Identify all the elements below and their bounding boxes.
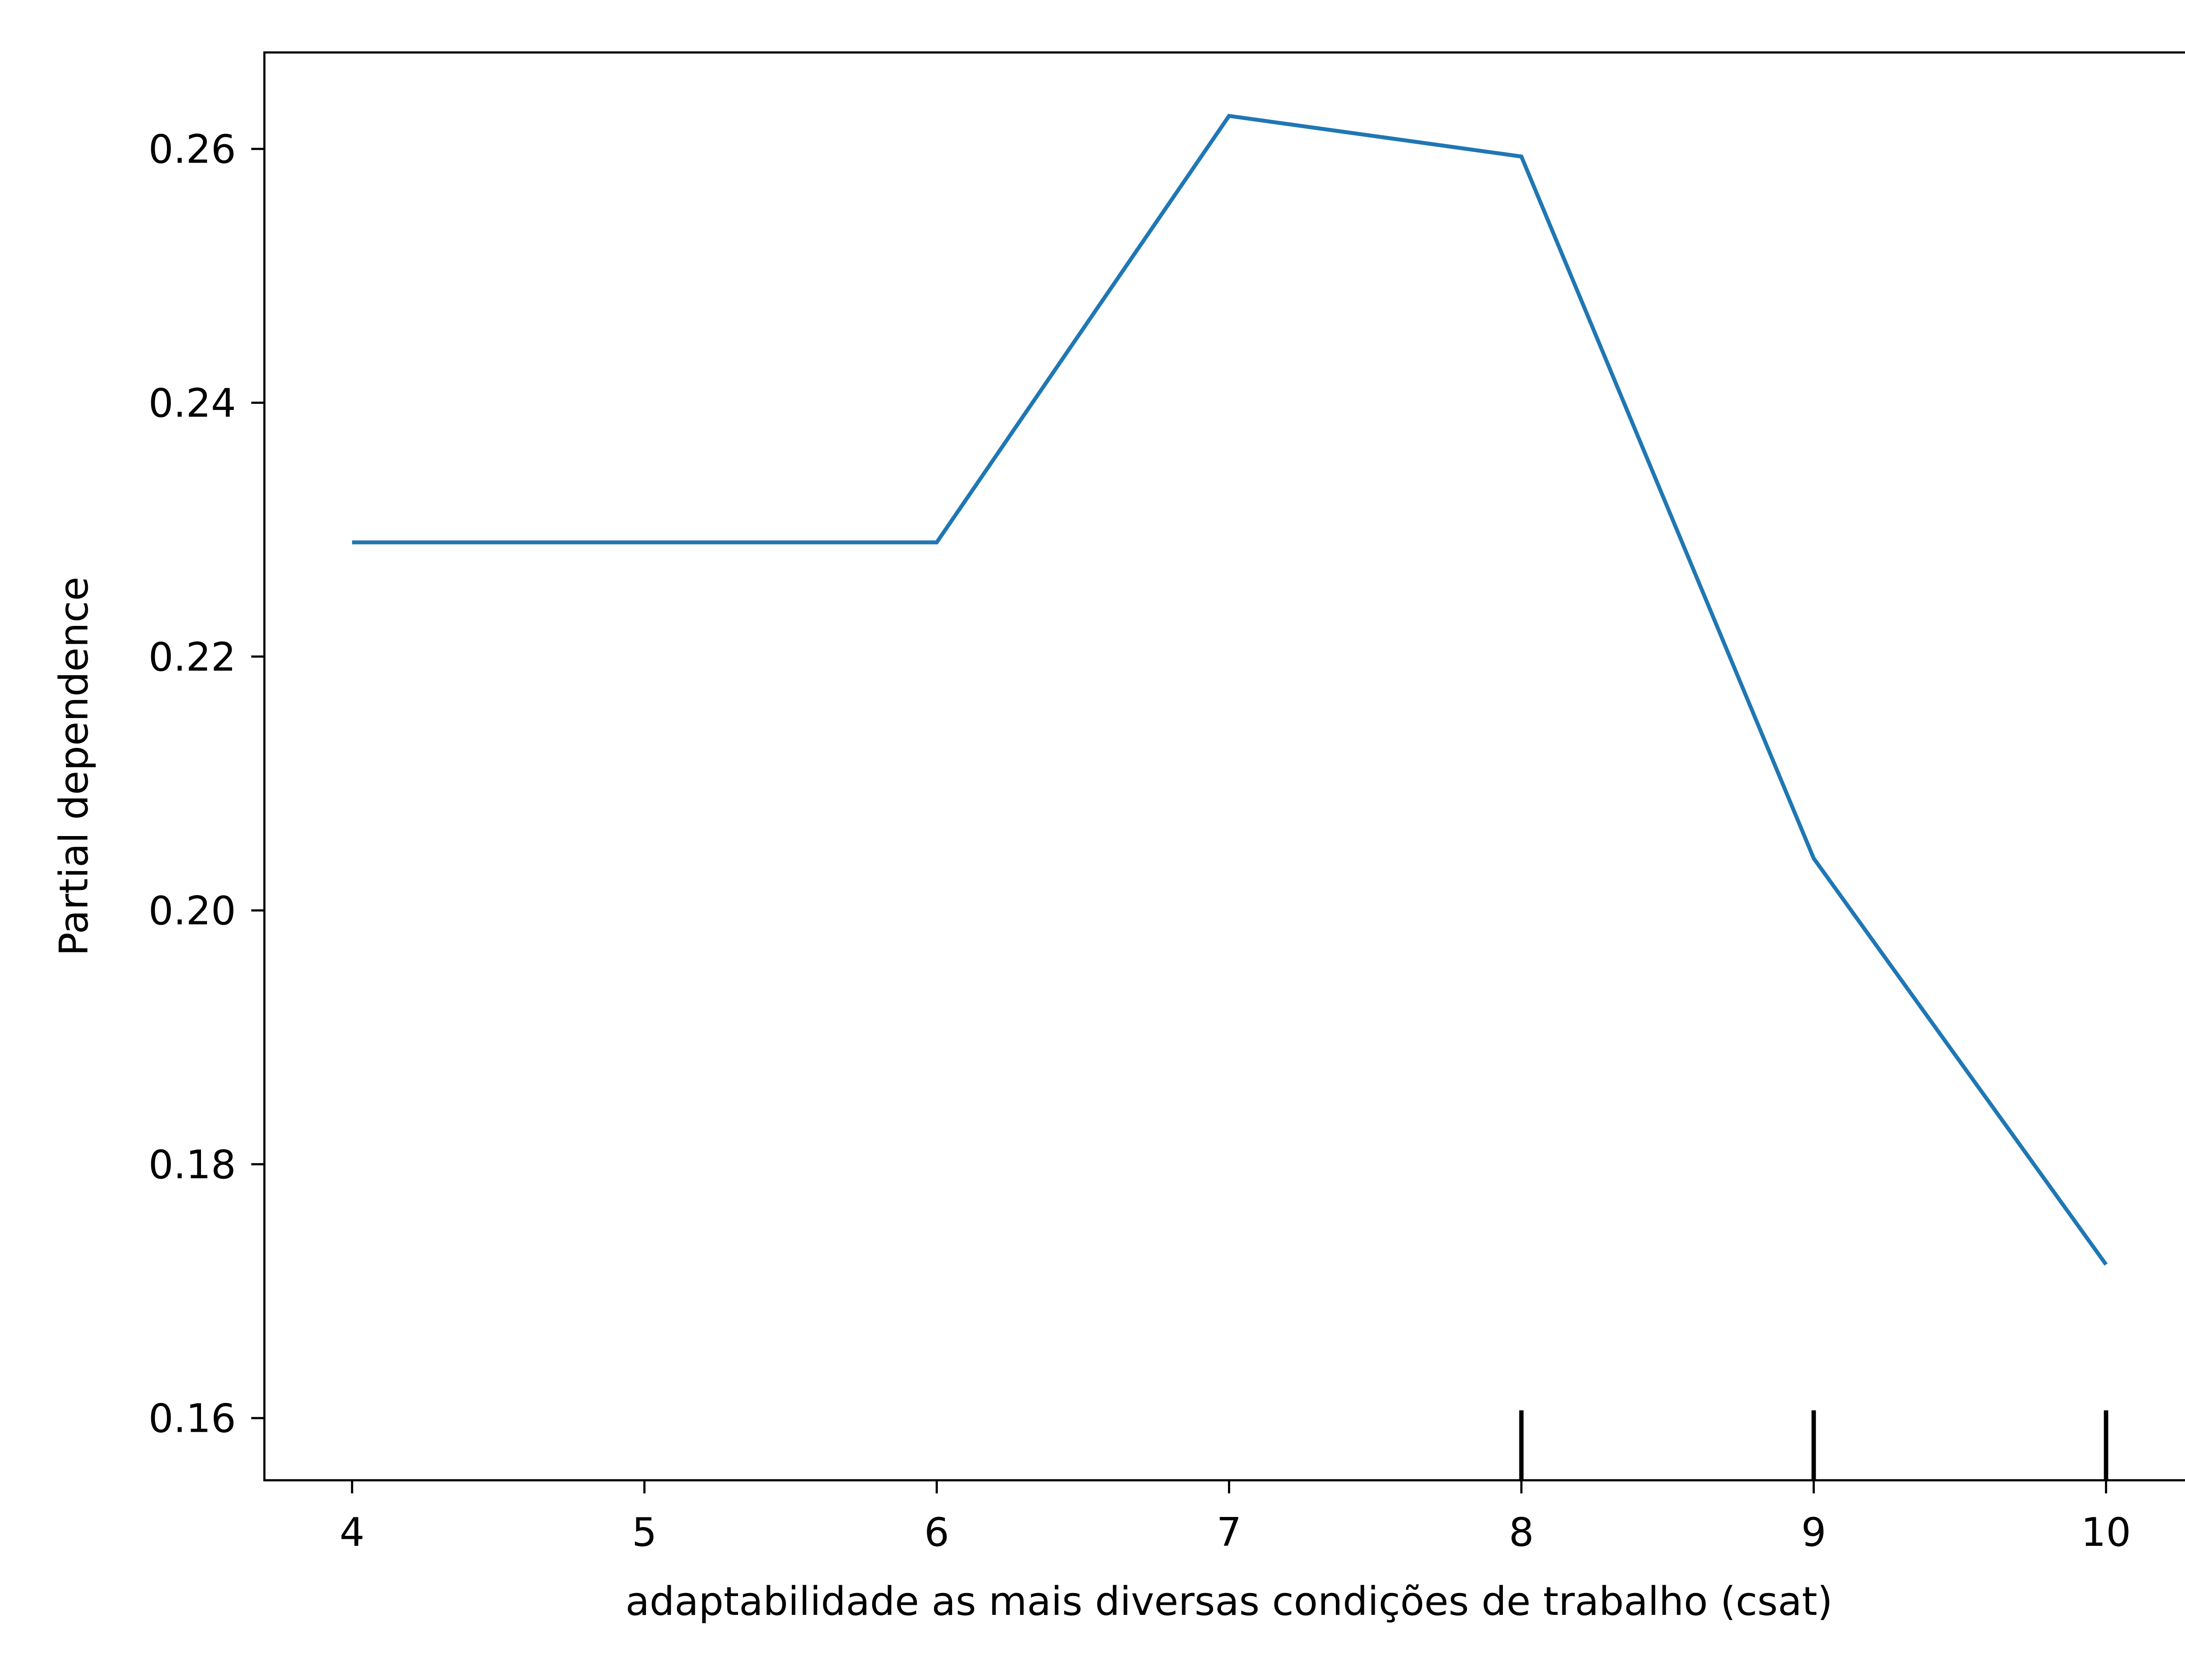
y-axis-label: Partial dependence <box>51 577 97 956</box>
x-axis-label: adaptabilidade as mais diversas condiçõe… <box>625 1579 1833 1624</box>
y-tick-label: 0.26 <box>149 127 236 173</box>
y-tick-label: 0.20 <box>149 888 236 934</box>
x-tick-label: 9 <box>1801 1510 1826 1555</box>
y-tick-label: 0.16 <box>149 1396 236 1442</box>
x-tick-label: 8 <box>1509 1510 1534 1555</box>
y-tick-label: 0.24 <box>149 381 236 427</box>
x-tick-label: 7 <box>1217 1510 1242 1555</box>
x-tick-label: 5 <box>632 1510 657 1555</box>
y-tick-label: 0.22 <box>149 634 236 680</box>
x-tick-label: 6 <box>924 1510 949 1555</box>
x-tick-label: 10 <box>2081 1510 2131 1555</box>
y-tick-label: 0.18 <box>149 1142 236 1188</box>
x-tick-label: 4 <box>340 1510 364 1555</box>
